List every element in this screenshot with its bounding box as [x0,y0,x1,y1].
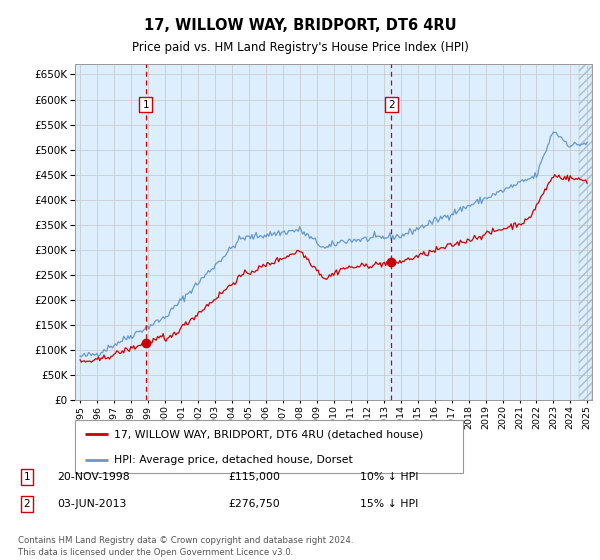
Text: Contains HM Land Registry data © Crown copyright and database right 2024.
This d: Contains HM Land Registry data © Crown c… [18,536,353,557]
Text: 1: 1 [142,100,149,110]
Bar [578,64,592,400]
FancyBboxPatch shape [75,420,463,473]
Text: 2: 2 [23,499,31,509]
Text: £276,750: £276,750 [228,499,280,509]
Text: £115,000: £115,000 [228,472,280,482]
Text: 17, WILLOW WAY, BRIDPORT, DT6 4RU (detached house): 17, WILLOW WAY, BRIDPORT, DT6 4RU (detac… [114,430,423,440]
Text: 20-NOV-1998: 20-NOV-1998 [57,472,130,482]
Text: 2: 2 [388,100,395,110]
Text: HPI: Average price, detached house, Dorset: HPI: Average price, detached house, Dors… [114,455,353,465]
Text: Price paid vs. HM Land Registry's House Price Index (HPI): Price paid vs. HM Land Registry's House … [131,41,469,54]
Text: 17, WILLOW WAY, BRIDPORT, DT6 4RU: 17, WILLOW WAY, BRIDPORT, DT6 4RU [143,18,457,32]
Text: 10% ↓ HPI: 10% ↓ HPI [360,472,419,482]
Text: 15% ↓ HPI: 15% ↓ HPI [360,499,418,509]
Text: 03-JUN-2013: 03-JUN-2013 [57,499,127,509]
Bar [578,64,592,400]
Text: 1: 1 [23,472,31,482]
